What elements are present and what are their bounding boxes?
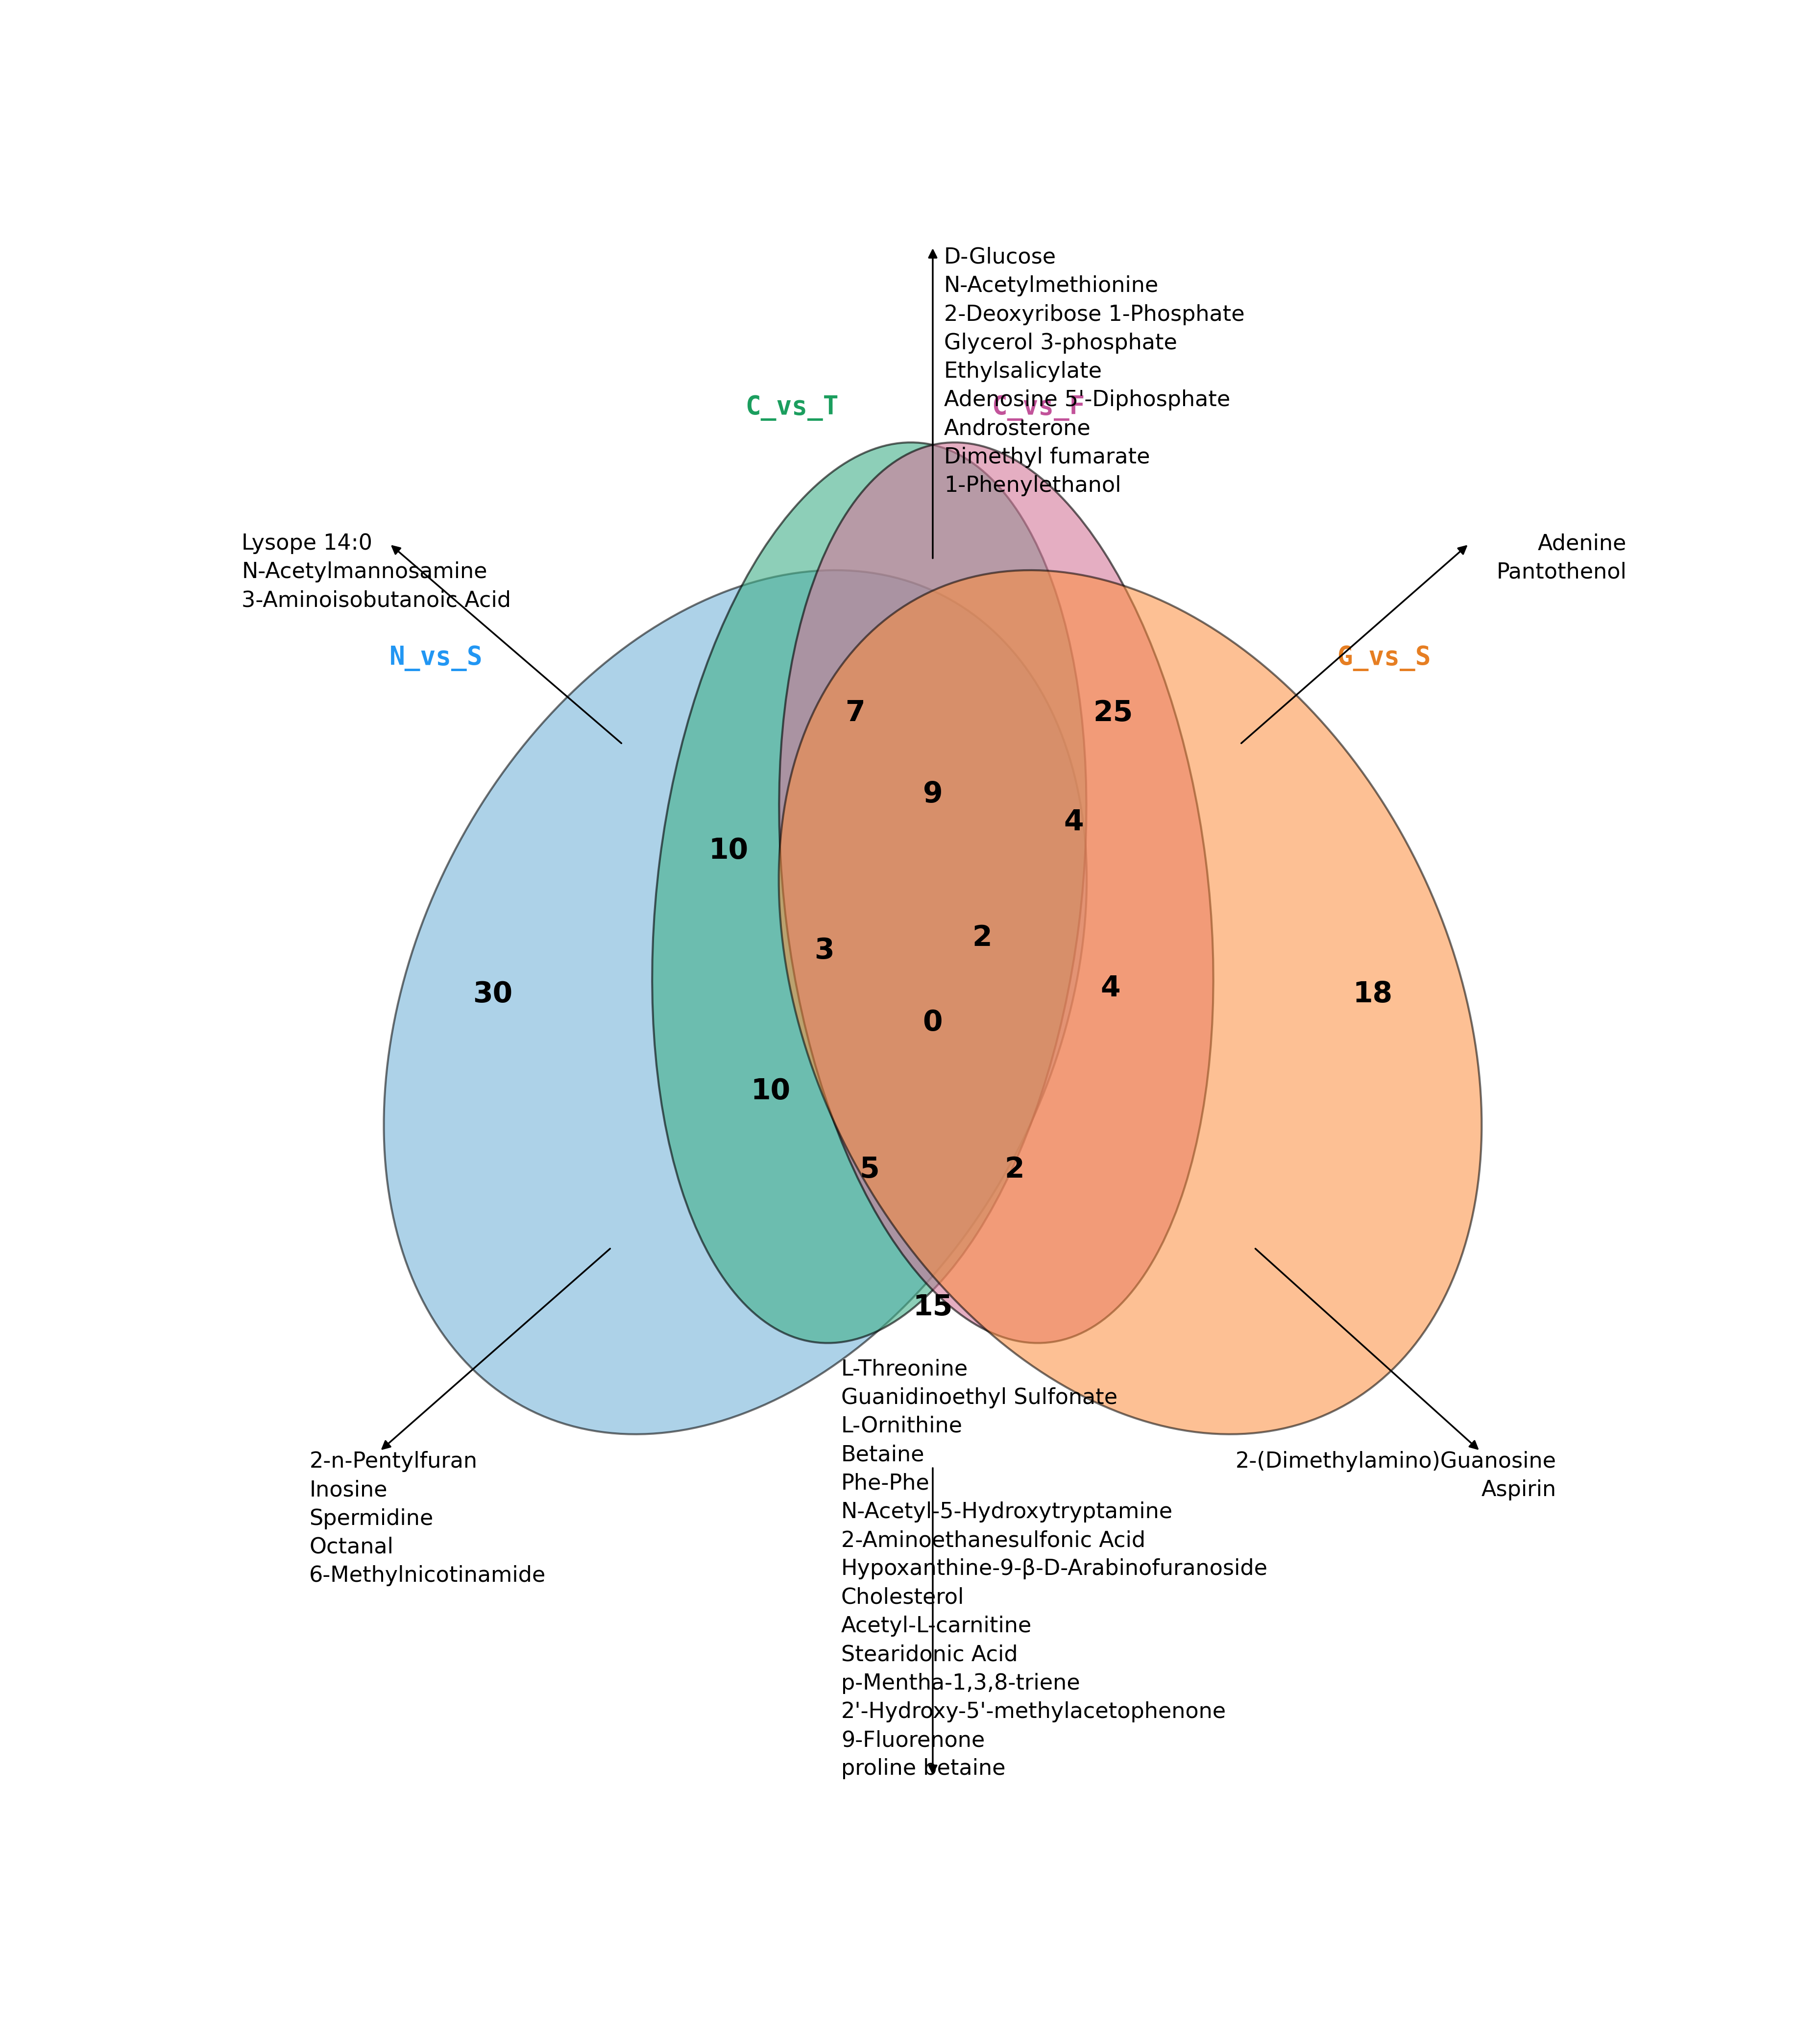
Text: 5: 5 [859, 1156, 879, 1184]
Text: 9: 9 [923, 780, 943, 808]
Ellipse shape [779, 571, 1481, 1434]
Text: D-Glucose
N-Acetylmethionine
2-Deoxyribose 1-Phosphate
Glycerol 3-phosphate
Ethy: D-Glucose N-Acetylmethionine 2-Deoxyribo… [945, 248, 1245, 496]
Text: N_vs_S: N_vs_S [389, 646, 482, 670]
Ellipse shape [779, 443, 1214, 1342]
Text: 18: 18 [1352, 981, 1392, 1007]
Text: 10: 10 [708, 837, 748, 865]
Text: Lysope 14:0
N-Acetylmannosamine
3-Aminoisobutanoic Acid: Lysope 14:0 N-Acetylmannosamine 3-Aminoi… [242, 532, 511, 611]
Ellipse shape [384, 571, 1087, 1434]
Text: 4: 4 [1065, 808, 1083, 837]
Text: 2-n-Pentylfuran
Inosine
Spermidine
Octanal
6-Methylnicotinamide: 2-n-Pentylfuran Inosine Spermidine Octan… [309, 1450, 546, 1586]
Text: C_vs_T: C_vs_T [744, 396, 839, 420]
Text: 30: 30 [473, 981, 513, 1007]
Text: Adenine
Pantothenol: Adenine Pantothenol [1496, 532, 1627, 583]
Text: 3: 3 [814, 936, 834, 965]
Text: 25: 25 [1094, 699, 1134, 727]
Text: 7: 7 [844, 699, 864, 727]
Text: 2-(Dimethylamino)Guanosine
Aspirin: 2-(Dimethylamino)Guanosine Aspirin [1236, 1450, 1556, 1501]
Text: 15: 15 [914, 1294, 952, 1320]
Text: 10: 10 [750, 1076, 790, 1105]
Text: 4: 4 [1101, 975, 1121, 1001]
Text: 2: 2 [1005, 1156, 1025, 1184]
Text: G_vs_S: G_vs_S [1338, 646, 1431, 670]
Ellipse shape [652, 443, 1087, 1342]
Text: L-Threonine
Guanidinoethyl Sulfonate
L-Ornithine
Betaine
Phe-Phe
N-Acetyl-5-Hydr: L-Threonine Guanidinoethyl Sulfonate L-O… [841, 1359, 1269, 1779]
Text: 2: 2 [972, 924, 992, 953]
Text: 0: 0 [923, 1009, 943, 1036]
Text: C_vs_F: C_vs_F [992, 396, 1085, 420]
